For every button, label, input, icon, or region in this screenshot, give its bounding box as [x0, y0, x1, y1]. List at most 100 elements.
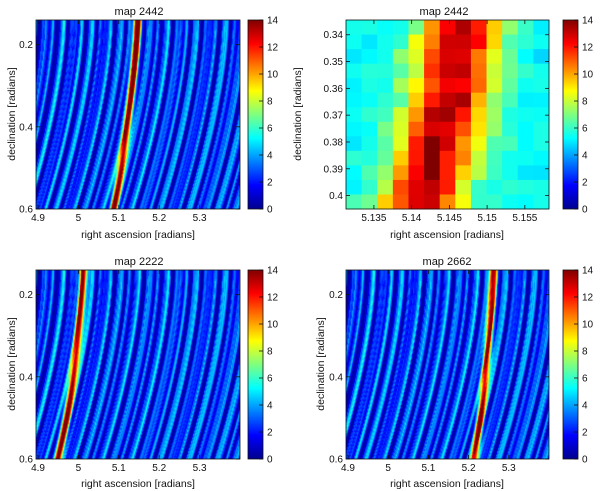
x-tick-label: 5.14	[402, 213, 422, 224]
heatmap-cell	[533, 107, 550, 123]
colorbar-tick-label: 2	[582, 428, 588, 439]
x-tick-label: 5.3	[193, 213, 207, 224]
heatmap-cell	[470, 49, 487, 65]
x-tick-label: 5	[76, 213, 82, 224]
heatmap-cell	[377, 63, 394, 79]
heatmap-cell	[455, 49, 472, 65]
heatmap-cell	[424, 136, 441, 152]
heatmap-cell	[424, 78, 441, 94]
heatmap-cell	[408, 165, 425, 181]
heatmap-cell	[424, 150, 441, 166]
heatmap-cell	[455, 150, 472, 166]
heatmap-cell	[470, 78, 487, 94]
y-tick-label: 0.4	[329, 191, 343, 202]
heatmap-cell	[392, 49, 409, 65]
heatmap-cell	[533, 20, 550, 35]
colorbar-tick-label: 12	[582, 43, 594, 54]
colorbar-tick-label: 10	[582, 320, 594, 331]
heatmap-cell	[533, 49, 550, 65]
chart-title: map 2662	[423, 256, 472, 268]
heatmap-cell	[361, 121, 378, 137]
heatmap-cell	[361, 63, 378, 79]
colorbar-tick-label: 2	[582, 178, 588, 189]
colorbar-gradient	[563, 20, 578, 209]
heatmap-cell	[346, 92, 363, 108]
heatmap-cell	[392, 136, 409, 152]
y-tick-label: 0.34	[324, 30, 344, 41]
heatmap-cell	[392, 179, 409, 195]
heatmap-cell	[470, 34, 487, 50]
heatmap-cell	[439, 136, 456, 152]
heatmap-cell	[408, 121, 425, 137]
heatmap-cell	[470, 150, 487, 166]
heatmap-cell	[486, 179, 503, 195]
colorbar-tick-label: 6	[267, 124, 273, 135]
heatmap-cell	[517, 20, 534, 35]
heatmap-cell	[346, 78, 363, 94]
heatmap-cell	[346, 150, 363, 166]
heatmap-cell	[455, 194, 472, 210]
heatmap-image	[36, 20, 240, 209]
heatmap-cell	[377, 150, 394, 166]
y-tick-label: 0.6	[19, 455, 33, 466]
axes-frame	[345, 19, 550, 210]
x-tick-label: 5.2	[462, 463, 476, 474]
y-axis-label: declination [radians]	[292, 67, 304, 160]
heatmap-cell	[455, 92, 472, 108]
x-tick-label: 5.2	[152, 463, 166, 474]
heatmap-cell	[517, 150, 534, 166]
heatmap-cell	[377, 179, 394, 195]
heatmap-cell	[455, 34, 472, 50]
colorbar-tick-label: 14	[582, 16, 594, 27]
heatmap-cell	[408, 78, 425, 94]
heatmap-cell	[470, 194, 487, 210]
y-tick-label: 0.4	[19, 372, 33, 383]
colorbar-ticks: 0 2 4 6 8 10 12 14	[259, 16, 279, 216]
heatmap-cell	[455, 107, 472, 123]
heatmap-area	[35, 269, 241, 460]
y-tick-label: 0.36	[324, 84, 344, 95]
heatmap-cell	[377, 121, 394, 137]
heatmap-cell	[439, 49, 456, 65]
heatmap-cell	[377, 49, 394, 65]
axis-ticks: 4.9 5 5.1 5.2 5.3 0.2 0.4 0.6	[19, 20, 240, 224]
x-axis-label: right ascension [radians]	[81, 478, 195, 490]
colorbar-tick-label: 10	[267, 70, 279, 81]
colorbar-tick-label: 12	[582, 293, 594, 304]
heatmap-cell	[377, 165, 394, 181]
heatmap-cell	[346, 136, 363, 152]
heatmap-cell	[486, 78, 503, 94]
heatmap-cell	[408, 194, 425, 210]
colorbar-tick-label: 2	[267, 178, 273, 189]
heatmap-cell	[439, 194, 456, 210]
heatmap-cell	[517, 179, 534, 195]
heatmap-cell	[517, 78, 534, 94]
axis-ticks: 4.9 5 5.1 5.2 5.3 0.2 0.4 0.6	[19, 270, 240, 474]
colorbar-gradient	[248, 20, 263, 209]
x-tick-label: 5.1	[112, 213, 126, 224]
heatmap-cell	[408, 49, 425, 65]
heatmap-cell	[439, 20, 456, 35]
heatmap-cell	[346, 121, 363, 137]
heatmap-cell	[392, 20, 409, 35]
y-tick-label: 0.2	[19, 40, 33, 51]
colorbar-frame	[562, 19, 579, 210]
axes-frame	[35, 269, 241, 460]
axis-ticks: 5.135 5.14 5.145 5.15 5.155 0.34 0.35 0.36 0.37 0…	[324, 20, 549, 224]
colorbar-tick-label: 0	[582, 205, 588, 216]
heatmap-cell	[424, 92, 441, 108]
heatmap-cell	[392, 150, 409, 166]
colorbar-tick-label: 10	[267, 320, 279, 331]
heatmap-cell	[517, 121, 534, 137]
heatmap-cell	[486, 92, 503, 108]
heatmap-cell	[517, 92, 534, 108]
colorbar-tick-label: 12	[267, 293, 279, 304]
heatmap-cell	[455, 179, 472, 195]
colorbar-tick-label: 14	[267, 16, 279, 27]
y-tick-label: 0.2	[329, 290, 343, 301]
x-tick-label: 5.15	[477, 213, 497, 224]
colorbar-tick-label: 6	[582, 374, 588, 385]
x-tick-label: 5	[385, 463, 391, 474]
heatmap-area	[345, 19, 550, 210]
